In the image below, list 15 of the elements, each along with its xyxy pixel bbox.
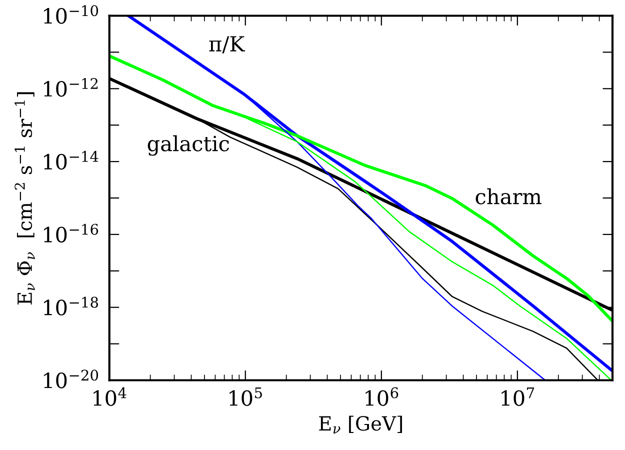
x-tick-label: 10$^{7}$ [502, 387, 534, 406]
x-tick-label: 10$^{4}$ [94, 387, 126, 406]
y-tick-label: 10$^{−12}$ [44, 78, 98, 97]
text: E$_{ν}$ Φ̄$_{ν}$ [cm$^{−2}$ s$^{−1}$ sr$^{−1}$] [14, 92, 35, 304]
annotation: charm [476, 188, 542, 204]
y-tick-label: 10$^{−10}$ [44, 5, 98, 24]
annotation: galactic [148, 135, 230, 156]
x-tick-label: 10$^{5}$ [230, 387, 262, 406]
x-tick-label: 10$^{6}$ [366, 387, 398, 406]
y-tick-label: 10$^{−20}$ [44, 370, 98, 388]
y-tick-label: 10$^{−16}$ [44, 224, 98, 243]
annotation: π/K [209, 36, 246, 54]
x-axis-title: E$_{ν}$ [GeV] [319, 416, 402, 434]
y-tick-label: 10$^{−18}$ [44, 296, 98, 316]
y-tick-label: 10$^{−14}$ [44, 150, 98, 170]
